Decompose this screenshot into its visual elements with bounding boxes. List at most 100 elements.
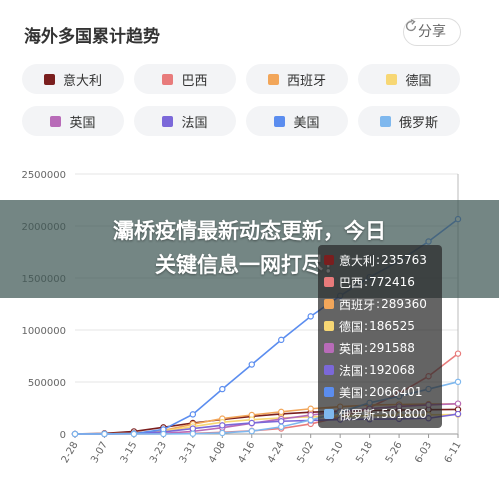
tooltip-separator: : — [364, 319, 369, 333]
tooltip-swatch — [324, 343, 334, 353]
share-label: 分享 — [418, 24, 446, 40]
y-tick-label: 0 — [60, 430, 66, 441]
tooltip-separator: : — [364, 363, 369, 377]
x-tick-label: 4-16 — [236, 440, 257, 465]
legend-item[interactable]: 法国 — [134, 106, 236, 136]
x-tick-label: 5-18 — [354, 440, 375, 465]
legend-item[interactable]: 意大利 — [22, 64, 124, 94]
tooltip-series-name: 英国 — [339, 341, 364, 356]
data-point — [307, 313, 314, 320]
legend-item[interactable]: 西班牙 — [246, 64, 348, 94]
chart-tooltip: 意大利:235763 巴西:772416 西班牙:289360 德国:186525 英国… — [318, 245, 442, 428]
x-tick-label: 3-23 — [148, 440, 169, 465]
tooltip-row: 意大利:235763 — [324, 251, 427, 269]
banner-line-1: 灞桥疫情最新动态更新，今日 — [113, 219, 386, 243]
x-tick-label: 3-31 — [178, 440, 199, 465]
tooltip-row: 美国:2066401 — [324, 383, 423, 401]
tooltip-separator: : — [376, 407, 381, 421]
legend-swatch — [162, 73, 174, 85]
x-tick-label: 4-24 — [266, 440, 287, 465]
x-tick-label: 4-08 — [207, 440, 228, 465]
legend-swatch — [43, 73, 55, 85]
x-tick-label: 5-10 — [325, 440, 346, 465]
data-point — [307, 405, 314, 412]
tooltip-swatch — [324, 255, 334, 265]
data-point — [189, 430, 197, 437]
legend-swatch — [267, 73, 279, 85]
data-point — [278, 423, 285, 431]
tooltip-series-name: 美国 — [339, 385, 364, 400]
data-point — [189, 425, 197, 432]
legend-item[interactable]: 英国 — [22, 106, 124, 136]
tooltip-swatch — [324, 387, 334, 397]
banner-text: 灞桥疫情最新动态更新，今日 关键信息一网打尽！ — [0, 214, 499, 282]
tooltip-series-name: 德国 — [339, 319, 364, 334]
x-tick-label: 3-07 — [89, 440, 110, 465]
x-tick-label: 5-26 — [384, 440, 405, 465]
tooltip-value: 186525 — [369, 319, 415, 333]
x-tick-label: 2-28 — [60, 440, 81, 465]
data-point — [454, 350, 462, 357]
y-tick-label: 1000000 — [21, 326, 66, 337]
legend-label: 法国 — [181, 115, 208, 131]
tooltip-value: 772416 — [369, 275, 415, 289]
tooltip-value: 235763 — [381, 253, 427, 267]
tooltip-swatch — [324, 321, 334, 331]
tooltip-value: 501800 — [381, 407, 427, 421]
data-point — [160, 430, 167, 438]
data-point — [248, 427, 255, 435]
data-point — [219, 385, 226, 393]
tooltip-separator: : — [364, 341, 369, 355]
tooltip-swatch — [324, 299, 334, 309]
tooltip-value: 291588 — [369, 341, 415, 355]
legend-label: 德国 — [405, 73, 432, 89]
legend-swatch — [379, 115, 391, 127]
y-tick-label: 500000 — [28, 378, 66, 389]
data-point — [219, 422, 226, 429]
tooltip-series-name: 意大利 — [339, 253, 376, 268]
y-tick-label: 2500000 — [21, 170, 66, 181]
data-point — [130, 430, 138, 438]
tooltip-row: 巴西:772416 — [324, 273, 415, 291]
tooltip-swatch — [324, 277, 334, 287]
data-point — [101, 430, 108, 438]
tooltip-value: 192068 — [369, 363, 415, 377]
data-point — [307, 416, 314, 424]
tooltip-row: 西班牙:289360 — [324, 295, 427, 313]
x-tick-label: 5-02 — [295, 440, 316, 465]
tooltip-swatch — [324, 409, 334, 419]
data-point — [248, 419, 255, 427]
legend-item[interactable]: 俄罗斯 — [358, 106, 460, 136]
data-point — [278, 336, 285, 344]
tooltip-row: 法国:192068 — [324, 361, 415, 379]
tooltip-row: 英国:291588 — [324, 339, 415, 357]
share-button[interactable]: 分享 — [403, 18, 461, 46]
legend-label: 西班牙 — [286, 73, 326, 89]
page-title: 海外多国累计趋势 — [24, 27, 160, 47]
legend-label: 英国 — [69, 115, 96, 131]
tooltip-series-name: 俄罗斯 — [339, 407, 376, 422]
tooltip-separator: : — [364, 385, 369, 399]
banner-line-2: 关键信息一网打尽！ — [155, 253, 344, 277]
legend-item[interactable]: 德国 — [358, 64, 460, 94]
legend-item[interactable]: 巴西 — [134, 64, 236, 94]
share-icon — [406, 19, 417, 32]
data-point — [248, 361, 255, 368]
legend-swatch — [386, 73, 398, 85]
legend-swatch — [50, 115, 62, 127]
legend-label: 巴西 — [181, 73, 208, 89]
legend-label: 美国 — [293, 115, 320, 131]
legend: 意大利 巴西 西班牙 德国英国 法国 美国 俄罗斯 — [22, 64, 460, 136]
tooltip-separator: : — [376, 253, 381, 267]
tooltip-row: 俄罗斯:501800 — [324, 405, 427, 423]
x-tick-label: 6-11 — [443, 440, 464, 465]
tooltip-row: 德国:186525 — [324, 317, 415, 335]
data-point — [189, 411, 197, 418]
data-point — [71, 430, 79, 438]
data-point — [454, 378, 462, 386]
data-point — [454, 400, 462, 407]
tooltip-value: 289360 — [381, 297, 427, 311]
legend-item[interactable]: 美国 — [246, 106, 348, 136]
tooltip-swatch — [324, 365, 334, 375]
